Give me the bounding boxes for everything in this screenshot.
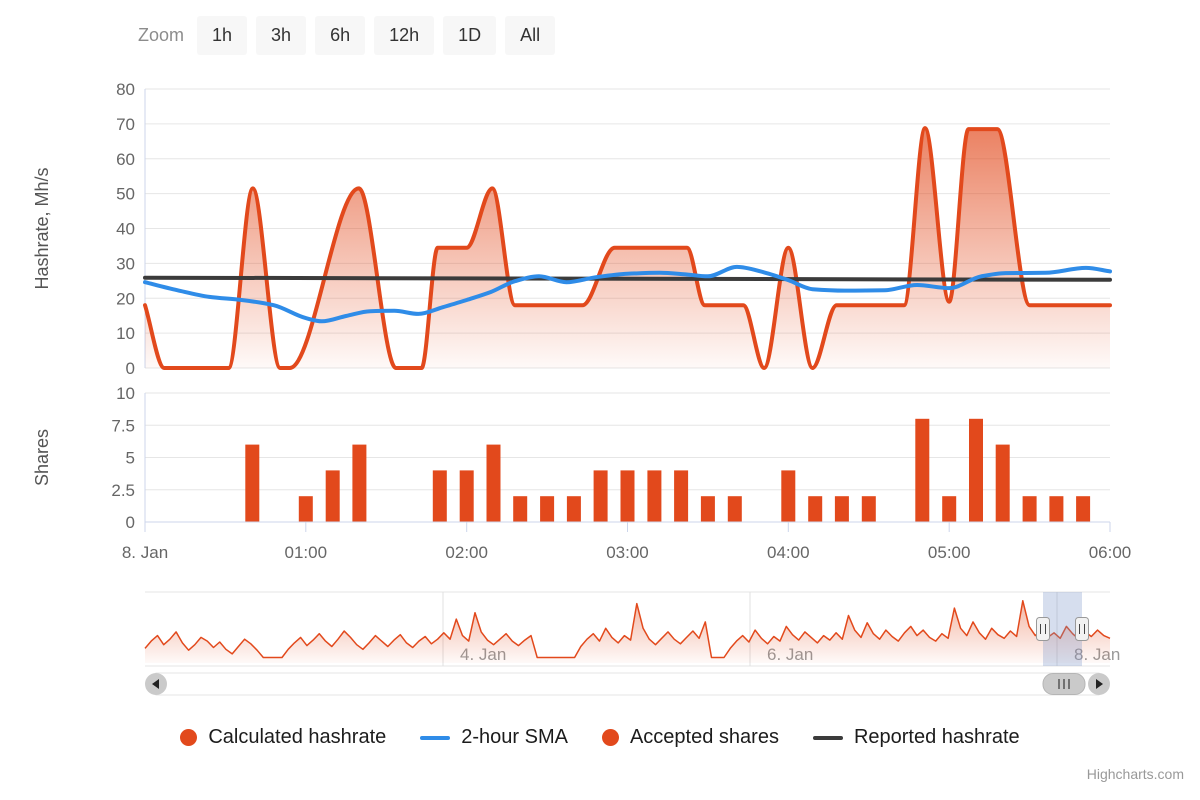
legend-label: Reported hashrate xyxy=(853,726,1020,748)
shares-bar xyxy=(566,496,581,522)
legend-item-calculated-hashrate[interactable]: Calculated hashrate xyxy=(180,726,386,749)
shares-bar xyxy=(540,496,555,522)
shares-bar xyxy=(861,496,876,522)
shares-bar xyxy=(432,470,447,522)
shares-bar xyxy=(1076,496,1091,522)
hashrate-ytick-label: 10 xyxy=(116,324,135,343)
highcharts-credit[interactable]: Highcharts.com xyxy=(1086,766,1184,782)
x-tick-label: 04:00 xyxy=(767,543,810,562)
zoom-button-all[interactable]: All xyxy=(505,16,556,55)
legend-item-sma[interactable]: 2-hour SMA xyxy=(420,726,568,749)
shares-ytick-label: 10 xyxy=(116,384,135,403)
shares-ytick-label: 5 xyxy=(126,449,135,468)
legend-label: 2-hour SMA xyxy=(461,726,568,748)
shares-bar xyxy=(325,470,340,522)
shares-bar xyxy=(834,496,849,522)
shares-bar xyxy=(486,444,501,522)
x-tick-label: 03:00 xyxy=(606,543,649,562)
hashrate-ytick-label: 20 xyxy=(116,289,135,308)
legend-label: Calculated hashrate xyxy=(208,726,387,748)
hashrate-ytick-label: 50 xyxy=(116,185,135,204)
zoom-button-6h[interactable]: 6h xyxy=(315,16,366,55)
sma-line xyxy=(143,264,1112,324)
scrollbar-left-arrow-icon xyxy=(152,679,159,689)
hashrate-ytick-label: 70 xyxy=(116,115,135,134)
shares-bar xyxy=(620,470,635,522)
accepted-shares-marker-icon xyxy=(601,729,619,746)
hashrate-ytick-label: 80 xyxy=(116,80,135,99)
shares-bar xyxy=(808,496,823,522)
x-tick-label: 05:00 xyxy=(928,543,971,562)
chart-canvas: 0 10 20 30 40 50 60 70 80 Hashrate, Mh/s 0 2.5 5 7.5 1… xyxy=(32,80,1132,696)
range-selector: Zoom 1h 3h 6h 12h 1D All xyxy=(138,16,556,55)
x-tick-label: 02:00 xyxy=(445,543,488,562)
calculated-hashrate-marker-icon xyxy=(180,729,198,746)
navigator-area xyxy=(145,600,1110,663)
shares-bar xyxy=(1022,496,1037,522)
shares-bar xyxy=(1049,496,1064,522)
legend-item-reported-hashrate[interactable]: Reported hashrate xyxy=(812,726,1020,749)
legend-item-accepted-shares[interactable]: Accepted shares xyxy=(601,726,779,749)
scrollbar-track[interactable] xyxy=(155,672,1100,696)
x-tick-label: 06:00 xyxy=(1089,543,1132,562)
shares-bar xyxy=(674,470,689,522)
hashrate-ytick-label: 40 xyxy=(116,220,135,239)
shares-bar xyxy=(593,470,608,522)
legend-label: Accepted shares xyxy=(629,726,779,748)
shares-bar xyxy=(352,444,367,522)
x-tick-label: 01:00 xyxy=(285,543,328,562)
navigator-series-line xyxy=(144,600,1111,659)
shares-bar xyxy=(245,444,260,522)
hashrate-ytick-label: 0 xyxy=(126,359,135,378)
shares-ytick-label: 2.5 xyxy=(111,481,135,500)
shares-ytick-label: 7.5 xyxy=(111,416,135,435)
zoom-button-1d[interactable]: 1D xyxy=(443,16,497,55)
navigator-handle-right[interactable] xyxy=(1075,617,1089,641)
shares-bar xyxy=(915,418,930,522)
shares-bar xyxy=(995,444,1010,522)
navigator-handle-left[interactable] xyxy=(1036,617,1050,641)
shares-axis-title: Shares xyxy=(32,429,52,486)
zoom-label: Zoom xyxy=(138,25,185,45)
shares-bar xyxy=(459,470,474,522)
zoom-button-12h[interactable]: 12h xyxy=(374,16,435,55)
shares-ytick-label: 0 xyxy=(126,513,135,532)
shares-bar xyxy=(513,496,528,522)
sma-line-marker-icon xyxy=(420,735,451,740)
x-tick-label: 8. Jan xyxy=(122,543,168,562)
zoom-button-3h[interactable]: 3h xyxy=(256,16,307,55)
shares-bar xyxy=(727,496,742,522)
scrollbar-right-arrow-icon xyxy=(1096,679,1103,689)
shares-bar xyxy=(942,496,957,522)
shares-bar xyxy=(781,470,796,522)
reported-hashrate-line xyxy=(143,275,1112,282)
shares-bar xyxy=(298,496,313,522)
hashrate-axis-title: Hashrate, Mh/s xyxy=(32,167,52,289)
shares-bar xyxy=(647,470,662,522)
legend: Calculated hashrate 2-hour SMA Accepted … xyxy=(0,726,1200,749)
reported-hashrate-marker-icon xyxy=(812,735,843,740)
zoom-button-1h[interactable]: 1h xyxy=(197,16,248,55)
hashrate-ytick-label: 60 xyxy=(116,150,135,169)
shares-bar xyxy=(969,418,983,522)
calculated-hashrate-line xyxy=(143,126,1112,371)
hashrate-ytick-label: 30 xyxy=(116,254,135,273)
shares-bar xyxy=(700,496,715,522)
